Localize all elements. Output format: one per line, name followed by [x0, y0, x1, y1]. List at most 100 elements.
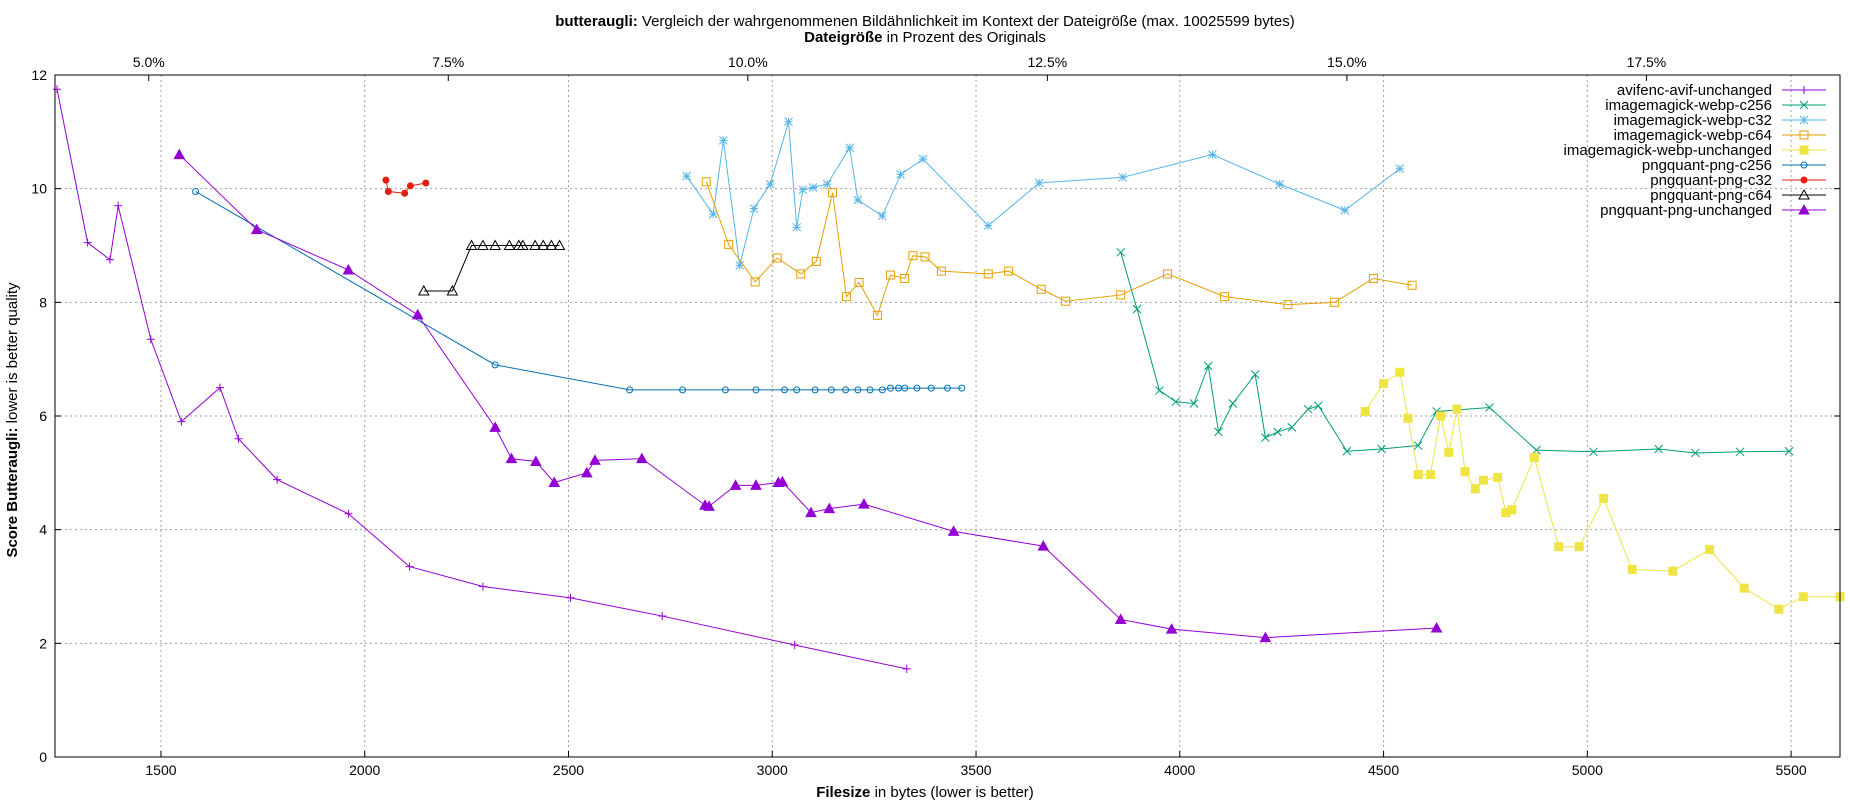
data-point-marker: [872, 310, 882, 320]
x-axis-label-bold: Filesize: [816, 784, 870, 800]
data-point-marker: [234, 434, 243, 443]
x-tick-label: 4500: [1368, 762, 1399, 778]
data-point-marker: [489, 421, 501, 432]
data-point-marker: [405, 562, 414, 571]
data-point-marker: [342, 263, 355, 275]
data-point-marker: [477, 239, 489, 250]
top-tick-label: 15.0%: [1327, 54, 1367, 70]
top-axis-label: Dateigröße in Prozent des Originals: [804, 29, 1046, 46]
data-point-marker: [489, 239, 501, 250]
x-axis-label-rest: in bytes (lower is better): [870, 784, 1033, 800]
data-point-marker: [1452, 404, 1462, 414]
data-point-marker: [1250, 370, 1260, 379]
series-pngquant-png-c32: [382, 176, 430, 197]
data-point-marker: [944, 384, 951, 392]
data-point-marker: [1228, 399, 1238, 408]
series-line: [1364, 371, 1840, 610]
data-point-marker: [401, 189, 409, 197]
legend-entry: imagemagick-webp-c64: [1614, 127, 1826, 144]
data-point-marker: [1798, 188, 1810, 200]
data-point-marker: [900, 273, 910, 283]
data-point-marker: [1444, 447, 1454, 457]
data-point-marker: [1116, 247, 1126, 257]
data-point-marker: [936, 266, 946, 276]
data-point-marker: [790, 641, 799, 650]
data-point-marker: [703, 500, 715, 511]
data-point-marker: [478, 582, 487, 591]
data-point-marker: [776, 475, 789, 487]
data-point-marker: [1379, 379, 1389, 389]
legend-label: imagemagick-webp-c32: [1614, 112, 1772, 129]
x-tick-label: 5000: [1572, 762, 1603, 778]
data-point-marker: [529, 239, 541, 250]
data-point-marker: [1171, 397, 1181, 407]
data-point-marker: [750, 479, 762, 490]
data-point-marker: [1413, 470, 1423, 480]
legend-entry: pngquant-png-c256: [1642, 157, 1826, 174]
data-point-marker: [1774, 604, 1784, 614]
data-point-marker: [752, 386, 760, 394]
data-point-marker: [841, 292, 851, 302]
legend-label: imagemagick-webp-unchanged: [1564, 142, 1772, 159]
data-point-marker: [1529, 452, 1539, 462]
data-point-marker: [83, 238, 92, 247]
data-point-marker: [580, 466, 593, 478]
data-point-marker: [1798, 203, 1810, 215]
data-point-marker: [1799, 130, 1809, 140]
data-point-marker: [1735, 447, 1745, 457]
data-point-marker: [384, 188, 392, 196]
x-tick-label: 3500: [960, 762, 991, 778]
data-point-marker: [1061, 296, 1071, 306]
legend-label: avifenc-avif-unchanged: [1617, 82, 1772, 99]
data-point-marker: [1132, 304, 1142, 314]
y-axis-label-bold: Score Butteraugli:: [4, 428, 21, 558]
data-point-marker: [808, 183, 818, 192]
data-point-marker: [853, 195, 863, 205]
data-point-marker: [1203, 361, 1213, 371]
data-point-marker: [854, 386, 862, 394]
x-axis-label: Filesize in bytes (lower is better): [816, 784, 1034, 800]
data-point-marker: [1800, 176, 1808, 184]
top-tick-label: 10.0%: [728, 54, 768, 70]
data-point-marker: [422, 179, 430, 187]
data-point-marker: [927, 384, 935, 392]
data-point-marker: [780, 386, 788, 394]
data-point-marker: [1403, 413, 1413, 423]
x-tick-label: 1500: [145, 762, 176, 778]
series-imagemagick-webp-c32: [682, 117, 1405, 270]
data-point-marker: [1739, 583, 1749, 593]
data-point-marker: [382, 176, 390, 184]
data-point-marker: [701, 177, 711, 187]
data-point-marker: [1377, 444, 1386, 454]
data-point-marker: [721, 386, 729, 394]
data-point-marker: [798, 185, 808, 195]
data-point-marker: [548, 476, 561, 487]
y-tick-label: 6: [39, 408, 47, 424]
data-point-marker: [793, 386, 801, 394]
series-pngquant-png-unchanged: [173, 148, 1443, 643]
data-point-marker: [1261, 433, 1270, 442]
legend-label: imagemagick-webp-c256: [1605, 97, 1772, 114]
x-tick-label: 5500: [1776, 762, 1807, 778]
data-point-marker: [530, 455, 542, 466]
data-point-marker: [902, 664, 911, 673]
data-point-marker: [1799, 145, 1809, 155]
data-point-marker: [1800, 161, 1808, 169]
data-point-marker: [250, 223, 263, 235]
data-point-marker: [635, 452, 648, 464]
top-tick-label: 5.0%: [133, 54, 165, 70]
data-point-marker: [908, 251, 918, 261]
data-point-marker: [858, 498, 870, 509]
top-tick-label: 12.5%: [1027, 54, 1067, 70]
top-tick-label: 7.5%: [432, 54, 464, 70]
legend-entry: avifenc-avif-unchanged: [1617, 82, 1826, 99]
data-point-marker: [1798, 592, 1808, 602]
series-imagemagick-webp-c256: [1116, 247, 1794, 458]
data-point-marker: [106, 255, 115, 264]
data-point-marker: [983, 221, 993, 230]
top-axis-label-rest: in Prozent des Originals: [882, 29, 1045, 46]
data-point-marker: [1287, 423, 1297, 432]
data-point-marker: [1407, 280, 1417, 290]
data-point-marker: [983, 269, 993, 279]
data-point-marker: [1599, 493, 1609, 503]
